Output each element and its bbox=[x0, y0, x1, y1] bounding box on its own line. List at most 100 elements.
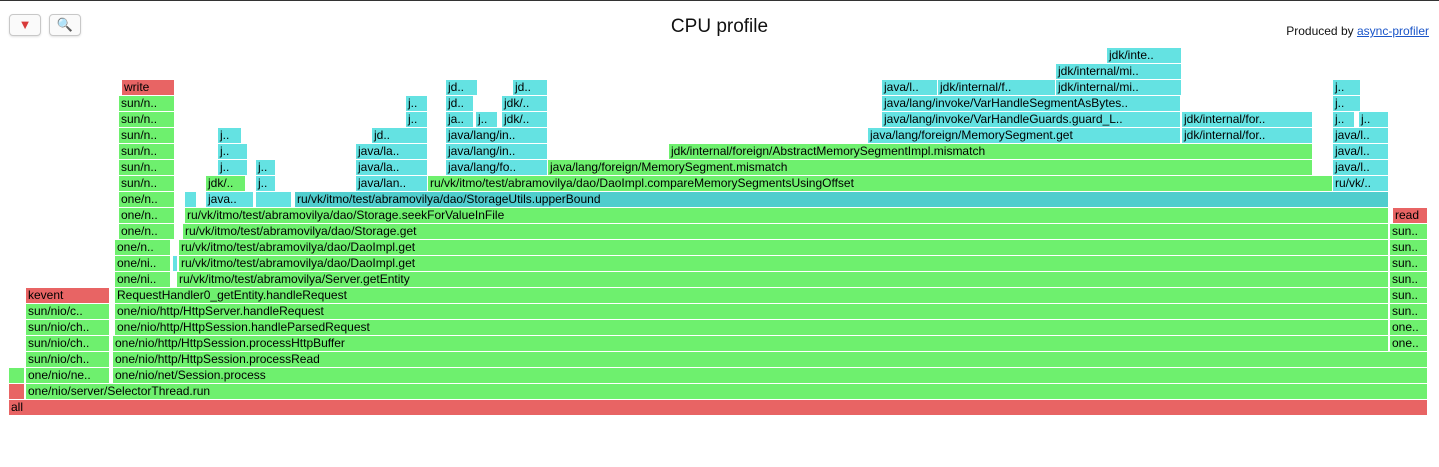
flame-frame[interactable]: kevent bbox=[26, 288, 110, 303]
flame-frame[interactable]: one/n.. bbox=[115, 240, 171, 255]
flame-frame[interactable]: java/lang/in.. bbox=[446, 144, 548, 159]
flame-frame[interactable]: one/n.. bbox=[119, 224, 175, 239]
flame-frame[interactable]: sun/nio/ch.. bbox=[26, 320, 110, 335]
flame-frame[interactable]: j.. bbox=[1333, 112, 1355, 127]
flame-frame[interactable]: ru/vk/.. bbox=[1333, 176, 1389, 191]
async-profiler-link[interactable]: async-profiler bbox=[1356, 24, 1429, 38]
flame-frame[interactable]: ja.. bbox=[446, 112, 474, 127]
flame-frame[interactable]: sun.. bbox=[1390, 256, 1428, 271]
flame-frame[interactable]: one/n.. bbox=[119, 208, 175, 223]
flame-frame[interactable]: ru/vk/itmo/test/abramovilya/dao/StorageU… bbox=[295, 192, 1389, 207]
flame-frame[interactable]: j.. bbox=[406, 96, 428, 111]
flame-frame[interactable]: java/l.. bbox=[1333, 160, 1389, 175]
top-border bbox=[0, 0, 1439, 1]
flame-frame[interactable]: java/lang/invoke/VarHandleGuards.guard_L… bbox=[882, 112, 1181, 127]
flame-frame[interactable]: jdk/internal/mi.. bbox=[1056, 80, 1182, 95]
flame-frame[interactable]: one/nio/http/HttpSession.handleParsedReq… bbox=[115, 320, 1389, 335]
flame-frame[interactable]: java/lan.. bbox=[356, 176, 428, 191]
flame-frame[interactable]: jdk/.. bbox=[502, 96, 548, 111]
flame-frame[interactable]: sun.. bbox=[1390, 272, 1428, 287]
flame-frame[interactable]: jdk/inte.. bbox=[1107, 48, 1182, 63]
flame-frame[interactable]: j.. bbox=[1333, 96, 1361, 111]
flame-frame[interactable]: j.. bbox=[218, 128, 242, 143]
flame-frame[interactable]: one/nio/http/HttpSession.processRead bbox=[113, 352, 1428, 367]
flame-frame[interactable]: j.. bbox=[406, 112, 428, 127]
flame-frame[interactable]: sun/nio/ch.. bbox=[26, 336, 110, 351]
flame-frame[interactable]: jdk/internal/f.. bbox=[938, 80, 1056, 95]
flame-frame[interactable]: sun/nio/ch.. bbox=[26, 352, 110, 367]
flame-frame[interactable] bbox=[256, 192, 292, 207]
flame-frame[interactable]: one.. bbox=[1390, 336, 1428, 351]
flame-frame[interactable]: j.. bbox=[1359, 112, 1389, 127]
flame-frame[interactable]: sun/n.. bbox=[119, 112, 175, 127]
flame-frame[interactable] bbox=[185, 192, 197, 207]
reverse-button[interactable]: ▼ bbox=[9, 14, 41, 36]
flame-frame[interactable]: sun.. bbox=[1390, 304, 1428, 319]
flame-frame[interactable]: java/l.. bbox=[882, 80, 938, 95]
flame-frame[interactable]: java/l.. bbox=[1333, 128, 1389, 143]
flame-frame[interactable]: all bbox=[9, 400, 1428, 415]
flame-frame[interactable]: jd.. bbox=[372, 128, 428, 143]
flame-frame[interactable]: one/nio/net/Session.process bbox=[113, 368, 1428, 383]
flame-frame[interactable]: jdk/.. bbox=[206, 176, 246, 191]
flame-frame[interactable]: ru/vk/itmo/test/abramovilya/dao/DaoImpl.… bbox=[428, 176, 1333, 191]
flame-frame[interactable]: java/lang/invoke/VarHandleSegmentAsBytes… bbox=[882, 96, 1181, 111]
flame-frame[interactable]: one.. bbox=[1390, 320, 1428, 335]
flame-frame[interactable]: java/lang/foreign/MemorySegment.get bbox=[868, 128, 1181, 143]
search-button[interactable]: 🔍 bbox=[49, 14, 81, 36]
flame-frame[interactable]: one/ni.. bbox=[115, 272, 171, 287]
flame-frame[interactable]: one/nio/server/SelectorThread.run bbox=[26, 384, 1428, 399]
flame-frame[interactable]: sun.. bbox=[1390, 224, 1428, 239]
flame-frame[interactable]: java/la.. bbox=[356, 160, 428, 175]
flame-frame[interactable]: one/nio/http/HttpSession.processHttpBuff… bbox=[113, 336, 1389, 351]
flame-frame[interactable]: one/nio/ne.. bbox=[26, 368, 110, 383]
flame-frame[interactable]: ru/vk/itmo/test/abramovilya/dao/Storage.… bbox=[185, 208, 1389, 223]
triangle-down-icon: ▼ bbox=[18, 17, 32, 32]
flame-frame[interactable]: RequestHandler0_getEntity.handleRequest bbox=[115, 288, 1389, 303]
flame-frame[interactable]: j.. bbox=[256, 160, 276, 175]
flame-frame[interactable]: ru/vk/itmo/test/abramovilya/dao/DaoImpl.… bbox=[179, 240, 1389, 255]
flame-frame[interactable] bbox=[9, 368, 25, 383]
flame-frame[interactable]: sun/n.. bbox=[119, 176, 175, 191]
flame-frame[interactable]: jdk/internal/for.. bbox=[1182, 128, 1313, 143]
flame-frame[interactable] bbox=[173, 256, 178, 271]
flame-frame[interactable]: j.. bbox=[1333, 80, 1361, 95]
flame-frame[interactable]: java/la.. bbox=[356, 144, 428, 159]
flame-frame[interactable]: java/lang/foreign/MemorySegment.mismatch bbox=[548, 160, 1313, 175]
flame-frame[interactable]: one/n.. bbox=[119, 192, 175, 207]
flame-frame[interactable]: jd.. bbox=[513, 80, 548, 95]
flame-frame[interactable]: sun/n.. bbox=[119, 144, 175, 159]
flame-frame[interactable]: j.. bbox=[218, 144, 248, 159]
flame-frame[interactable]: j.. bbox=[256, 176, 276, 191]
flame-frame[interactable]: java/lang/in.. bbox=[446, 128, 548, 143]
flame-frame[interactable]: sun/n.. bbox=[119, 128, 175, 143]
flame-frame[interactable]: jd.. bbox=[446, 80, 478, 95]
flame-frame[interactable]: jdk/internal/foreign/AbstractMemorySegme… bbox=[669, 144, 1313, 159]
flame-frame[interactable]: sun/n.. bbox=[119, 160, 175, 175]
flame-frame[interactable]: one/ni.. bbox=[115, 256, 171, 271]
search-icon: 🔍 bbox=[56, 17, 74, 32]
flame-frame[interactable]: one/nio/http/HttpServer.handleRequest bbox=[115, 304, 1389, 319]
produced-by: Produced by async-profiler bbox=[1286, 24, 1429, 38]
flame-frame[interactable]: j.. bbox=[476, 112, 498, 127]
flame-frame[interactable]: java.. bbox=[206, 192, 254, 207]
flame-frame[interactable]: read bbox=[1393, 208, 1428, 223]
flame-frame[interactable]: ru/vk/itmo/test/abramovilya/dao/DaoImpl.… bbox=[179, 256, 1389, 271]
flame-frame[interactable]: sun.. bbox=[1390, 288, 1428, 303]
flame-frame[interactable]: sun/nio/c.. bbox=[26, 304, 110, 319]
page-title: CPU profile bbox=[670, 16, 769, 37]
flame-frame[interactable] bbox=[9, 384, 25, 399]
flame-frame[interactable]: sun/n.. bbox=[119, 96, 175, 111]
flame-frame[interactable]: java/l.. bbox=[1333, 144, 1389, 159]
flame-frame[interactable]: sun.. bbox=[1390, 240, 1428, 255]
flame-frame[interactable]: ru/vk/itmo/test/abramovilya/dao/Storage.… bbox=[183, 224, 1389, 239]
flame-frame[interactable]: java/lang/fo.. bbox=[446, 160, 548, 175]
flame-frame[interactable]: ru/vk/itmo/test/abramovilya/Server.getEn… bbox=[177, 272, 1389, 287]
flame-frame[interactable]: j.. bbox=[218, 160, 248, 175]
flame-frame[interactable]: write bbox=[122, 80, 175, 95]
flame-frame[interactable]: jd.. bbox=[446, 96, 474, 111]
flame-frame[interactable]: jdk/internal/for.. bbox=[1182, 112, 1313, 127]
flame-frame[interactable]: jdk/.. bbox=[502, 112, 548, 127]
flame-frame[interactable]: jdk/internal/mi.. bbox=[1056, 64, 1182, 79]
